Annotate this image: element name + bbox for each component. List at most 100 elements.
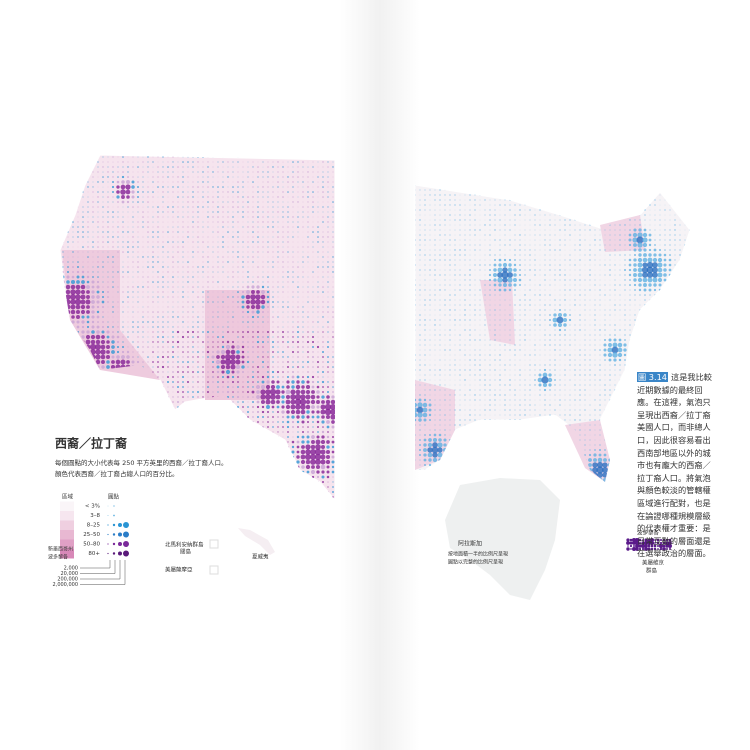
dot (429, 394, 431, 396)
dot (292, 481, 294, 483)
dot (439, 234, 441, 236)
dot (266, 290, 270, 294)
dot (137, 211, 139, 213)
dot (424, 189, 426, 191)
dot (297, 171, 299, 173)
dot (102, 201, 104, 203)
dot (423, 418, 427, 422)
dot (424, 185, 426, 186)
dot (454, 389, 456, 391)
dot (415, 398, 417, 402)
dot (192, 436, 194, 438)
dot (245, 294, 251, 300)
dot (474, 314, 476, 316)
dot (67, 371, 69, 373)
dot (434, 399, 436, 401)
dot (202, 411, 204, 413)
dot (172, 331, 174, 333)
dot (312, 251, 314, 253)
dot (474, 214, 476, 216)
dot (157, 231, 159, 233)
dot (469, 459, 471, 461)
dot (484, 474, 486, 476)
dot (484, 349, 486, 351)
dot (116, 190, 120, 194)
dot (202, 231, 204, 233)
dot (95, 339, 101, 345)
dot (132, 396, 134, 398)
dot (415, 324, 416, 326)
dot (292, 261, 294, 263)
dot (332, 236, 334, 238)
dot (107, 281, 109, 283)
dot (152, 186, 154, 188)
dot (296, 375, 300, 379)
dot (102, 421, 104, 423)
dot (152, 261, 154, 263)
dot (217, 411, 219, 413)
dot (132, 491, 134, 493)
dot (499, 229, 501, 231)
dot (484, 264, 486, 266)
dot (499, 344, 501, 346)
dot (317, 336, 319, 338)
dot (172, 231, 174, 233)
dot (281, 390, 285, 394)
dot (101, 295, 105, 299)
dot (484, 304, 486, 306)
dot (75, 309, 81, 315)
dot (262, 371, 264, 373)
dot (227, 336, 229, 338)
dot (499, 189, 501, 191)
dot (282, 431, 284, 433)
dot (464, 324, 466, 326)
dot (327, 371, 329, 373)
dot (186, 355, 190, 359)
dot (92, 201, 94, 203)
dot (265, 384, 271, 390)
dot (172, 161, 174, 163)
dot (241, 345, 245, 349)
dot (117, 301, 119, 303)
dot (246, 310, 250, 314)
dot (272, 156, 274, 158)
dot (439, 334, 441, 336)
dot (246, 445, 250, 449)
dot (317, 251, 319, 253)
dot (147, 496, 149, 498)
dot (182, 456, 184, 458)
dot (449, 404, 451, 406)
dot (162, 281, 164, 283)
dot (137, 441, 139, 443)
dot (162, 341, 164, 343)
dot (424, 384, 426, 386)
dot (277, 166, 279, 168)
dot (67, 386, 69, 388)
dot (192, 321, 194, 323)
dot (305, 459, 311, 465)
dot (439, 429, 441, 431)
dot (232, 286, 234, 288)
dot (172, 391, 174, 393)
dot (67, 341, 69, 343)
dot (152, 191, 154, 193)
dot (282, 171, 284, 173)
dot (56, 305, 59, 308)
dot (494, 339, 496, 341)
dot (67, 451, 69, 453)
dot (237, 281, 239, 283)
dot (57, 336, 58, 337)
dot (182, 271, 184, 273)
dot (262, 461, 264, 463)
dot (439, 374, 441, 376)
dot (286, 375, 290, 379)
dot (177, 396, 179, 398)
dot (96, 310, 100, 314)
dot (499, 204, 501, 206)
dot (242, 336, 244, 338)
dot (499, 394, 501, 396)
dot (162, 301, 164, 303)
dot (287, 271, 289, 273)
dot (57, 401, 58, 402)
dot (147, 211, 149, 213)
